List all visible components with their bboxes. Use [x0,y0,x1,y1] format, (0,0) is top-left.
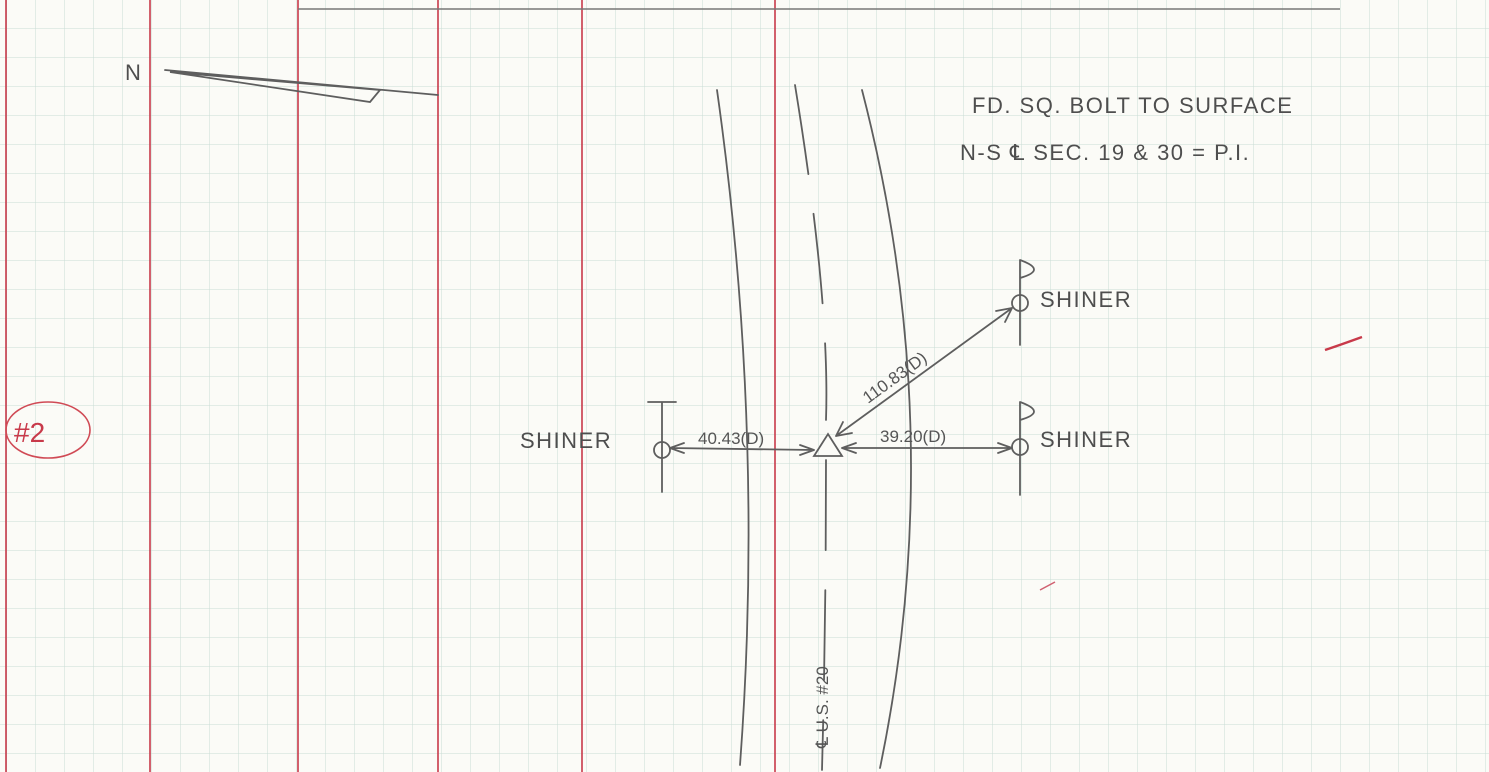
tie-line [669,442,815,456]
tie-label: 40.43(D) [698,429,764,448]
note-line: FD. SQ. BOLT TO SURFACE [972,93,1293,118]
note-line: N-S ℄ SEC. 19 & 30 = P.I. [960,140,1250,165]
shiner-stake [647,401,677,493]
check-mark [1039,581,1056,591]
north-label: N [125,60,142,85]
tie-label: 39.20(D) [880,427,946,446]
shiner-mark [1011,438,1029,456]
shiner-label: SHINER [520,428,612,453]
road-label: ℄ U.S. #20 [813,666,832,749]
tie-line [841,442,1013,454]
shiner-mark [653,441,671,459]
shiner-label: SHINER [1040,427,1132,452]
pi-triangle [812,432,844,457]
shiner-label: SHINER [1040,287,1132,312]
shiner-mark [1011,294,1029,312]
road-edge [861,89,912,769]
north-arrow [164,69,439,103]
page-number-circle [5,401,91,459]
road-centerline [794,84,828,771]
check-mark [1324,335,1363,352]
tie-line [835,307,1013,437]
page-number: #2 [14,417,45,448]
road-edge [716,89,750,766]
shiner-stake [1019,259,1035,346]
shiner-stake [1019,401,1035,496]
red-rulings [5,0,776,772]
